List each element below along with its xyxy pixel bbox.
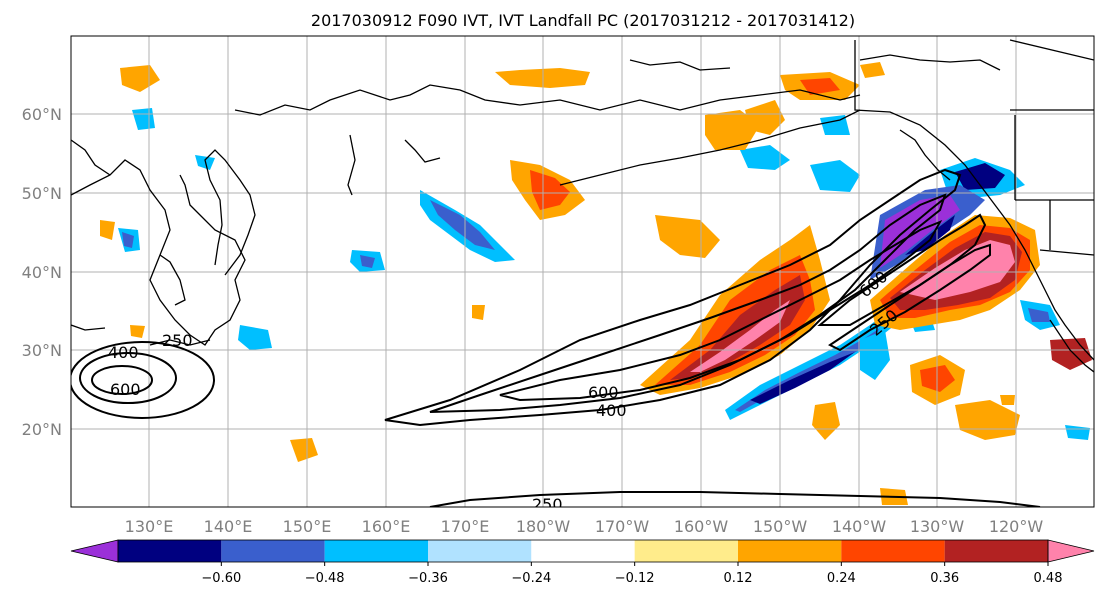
colorbar-outline — [117, 539, 1049, 563]
colorbar-swatch — [944, 540, 1048, 562]
colorbar-tick-label: 0.48 — [1034, 571, 1063, 586]
colorbar-swatch — [841, 540, 945, 562]
colorbar-tick-label: −0.36 — [408, 571, 448, 586]
colorbar-extend-high — [1047, 539, 1095, 563]
colorbar-tick-label: 0.24 — [827, 571, 856, 586]
contour-label: 600 — [588, 383, 619, 402]
lat-tick-label: 60°N — [22, 105, 62, 124]
map-frame — [70, 35, 1095, 508]
lon-tick-label: 160°E — [362, 517, 411, 536]
colorbar-swatch — [324, 540, 428, 562]
contour-label: 250 — [532, 495, 563, 514]
negative-shading — [118, 108, 1090, 440]
lon-tick-label: 160°W — [674, 517, 729, 536]
graticule — [71, 36, 1094, 507]
colorbar-swatch — [634, 540, 738, 562]
lon-tick-label: 170°E — [441, 517, 490, 536]
lon-tick-label: 180°W — [516, 517, 571, 536]
lat-tick-label: 20°N — [22, 420, 62, 439]
lon-tick-label: 140°W — [832, 517, 887, 536]
longitude-labels: 130°E 140°E 150°E 160°E 170°E 180°W 170°W 160°W… — [125, 517, 1044, 536]
colorbar-extend-low — [70, 539, 119, 563]
lat-tick-label: 50°N — [22, 184, 62, 203]
colorbar: −0.60 −0.48 −0.36 −0.24 −0.12 0.12 0.24 0.36 0.4… — [70, 539, 1095, 586]
colorbar-tick-label: −0.60 — [201, 571, 241, 586]
lon-tick-label: 130°E — [125, 517, 174, 536]
lat-tick-label: 30°N — [22, 341, 62, 360]
lon-tick-label: 150°E — [283, 517, 332, 536]
colorbar-swatch — [118, 540, 222, 562]
positive-shading — [100, 62, 1092, 505]
colorbar-tick-label: −0.48 — [305, 571, 345, 586]
lon-tick-label: 120°W — [989, 517, 1044, 536]
contour-label: 400 — [596, 401, 627, 420]
coastlines — [71, 39, 1094, 373]
lon-tick-label: 150°W — [753, 517, 808, 536]
contour-label: 250 — [162, 331, 193, 350]
lon-tick-label: 170°W — [595, 517, 650, 536]
colorbar-swatch — [428, 540, 532, 562]
ivt-contours — [71, 168, 1041, 507]
colorbar-swatch — [531, 540, 635, 562]
colorbar-swatch — [738, 540, 842, 562]
map-title: 2017030912 F090 IVT, IVT Landfall PC (20… — [311, 11, 855, 30]
lat-tick-label: 40°N — [22, 263, 62, 282]
colorbar-tick-label: −0.12 — [615, 571, 655, 586]
colorbar-tick-label: 0.12 — [724, 571, 753, 586]
contour-label: 600 — [110, 380, 141, 399]
colorbar-tick-label: 0.36 — [930, 571, 959, 586]
lon-tick-label: 140°E — [204, 517, 253, 536]
colorbar-tick-label: −0.24 — [511, 571, 551, 586]
latitude-labels: 20°N 30°N 40°N 50°N 60°N — [22, 105, 62, 439]
map-area: 400 250 600 600 400 250 600 250 — [71, 36, 1094, 514]
contour-label: 400 — [108, 343, 139, 362]
colorbar-swatch — [221, 540, 325, 562]
lon-tick-label: 130°W — [910, 517, 965, 536]
